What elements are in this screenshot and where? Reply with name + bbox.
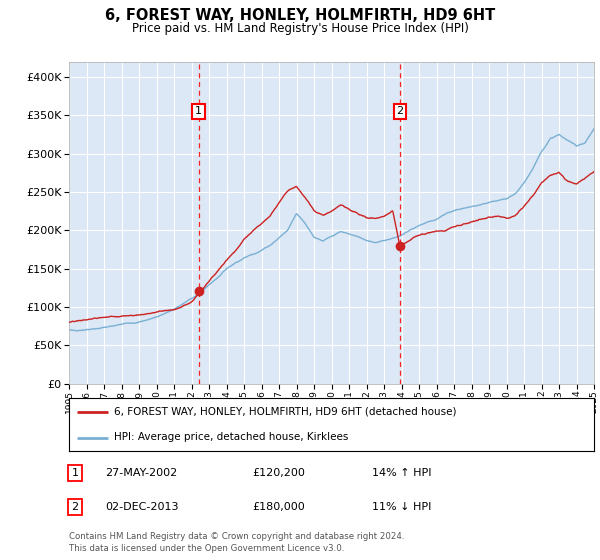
Text: 1: 1 xyxy=(195,106,202,116)
Text: 1: 1 xyxy=(71,468,79,478)
Text: Contains HM Land Registry data © Crown copyright and database right 2024.: Contains HM Land Registry data © Crown c… xyxy=(69,532,404,541)
Text: 27-MAY-2002: 27-MAY-2002 xyxy=(105,468,177,478)
Text: £120,200: £120,200 xyxy=(252,468,305,478)
Text: Price paid vs. HM Land Registry's House Price Index (HPI): Price paid vs. HM Land Registry's House … xyxy=(131,22,469,35)
Text: 02-DEC-2013: 02-DEC-2013 xyxy=(105,502,179,512)
Text: 11% ↓ HPI: 11% ↓ HPI xyxy=(372,502,431,512)
Text: 2: 2 xyxy=(397,106,404,116)
Text: HPI: Average price, detached house, Kirklees: HPI: Average price, detached house, Kirk… xyxy=(113,432,348,442)
Text: 2: 2 xyxy=(71,502,79,512)
Text: £180,000: £180,000 xyxy=(252,502,305,512)
Text: 14% ↑ HPI: 14% ↑ HPI xyxy=(372,468,431,478)
Text: 6, FOREST WAY, HONLEY, HOLMFIRTH, HD9 6HT (detached house): 6, FOREST WAY, HONLEY, HOLMFIRTH, HD9 6H… xyxy=(113,407,456,417)
Text: 6, FOREST WAY, HONLEY, HOLMFIRTH, HD9 6HT: 6, FOREST WAY, HONLEY, HOLMFIRTH, HD9 6H… xyxy=(105,8,495,24)
Text: This data is licensed under the Open Government Licence v3.0.: This data is licensed under the Open Gov… xyxy=(69,544,344,553)
